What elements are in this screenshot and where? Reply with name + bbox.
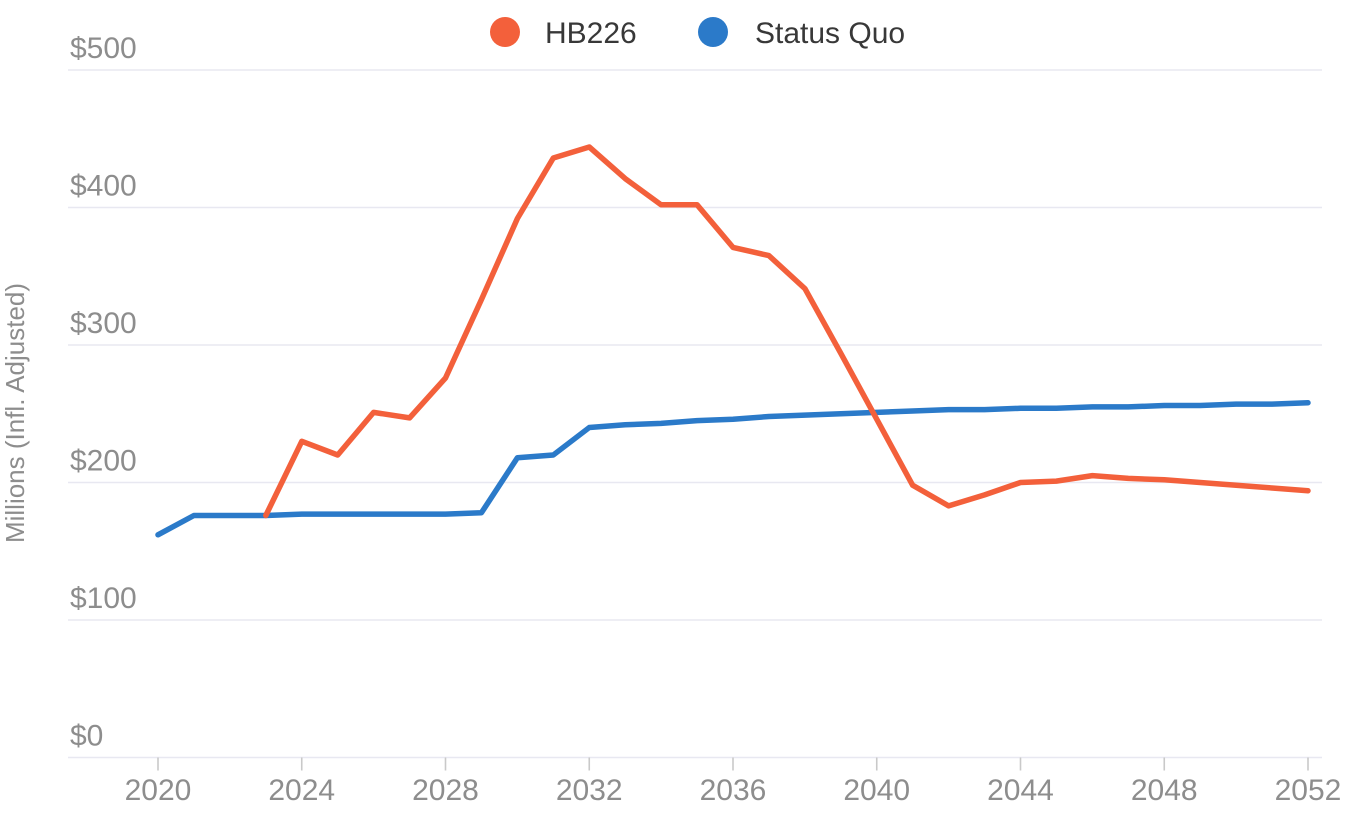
y-axis-title: Millions (Infl. Adjusted) [0, 283, 30, 543]
y-tick-label: $0 [70, 720, 103, 753]
legend-dot-status-quo-icon [698, 17, 728, 47]
x-tick-label: 2032 [556, 774, 623, 807]
legend-label-status-quo: Status Quo [755, 17, 905, 50]
legend-item-status-quo[interactable]: Status Quo [698, 17, 905, 50]
x-tick-label: 2048 [1131, 774, 1198, 807]
x-tick-label: 2052 [1275, 774, 1342, 807]
y-tick-label: $300 [70, 307, 137, 340]
x-tick-label: 2040 [843, 774, 910, 807]
y-tick-label: $400 [70, 170, 137, 203]
x-axis-ticks-and-labels: 2020 2024 2028 2032 2036 2040 2044 2048 2052 [125, 757, 1342, 807]
x-tick-label: 2024 [268, 774, 335, 807]
y-tick-label: $100 [70, 582, 137, 615]
y-grid-and-labels: $500 $400 $300 $200 $100 $0 [68, 32, 1322, 759]
x-tick-label: 2044 [987, 774, 1054, 807]
x-tick-label: 2028 [412, 774, 479, 807]
chart-legend: HB226 Status Quo [490, 17, 905, 50]
legend-item-hb226[interactable]: HB226 [490, 17, 637, 50]
x-tick-label: 2036 [700, 774, 767, 807]
y-tick-label: $500 [70, 32, 137, 65]
legend-dot-hb226-icon [490, 17, 520, 47]
series-lines [155, 144, 1311, 538]
legend-label-hb226: HB226 [545, 17, 637, 50]
x-tick-label: 2020 [125, 774, 192, 807]
y-tick-label: $200 [70, 445, 137, 478]
series-line-hb226 [263, 144, 1311, 519]
series-line-status-quo [155, 400, 1311, 538]
